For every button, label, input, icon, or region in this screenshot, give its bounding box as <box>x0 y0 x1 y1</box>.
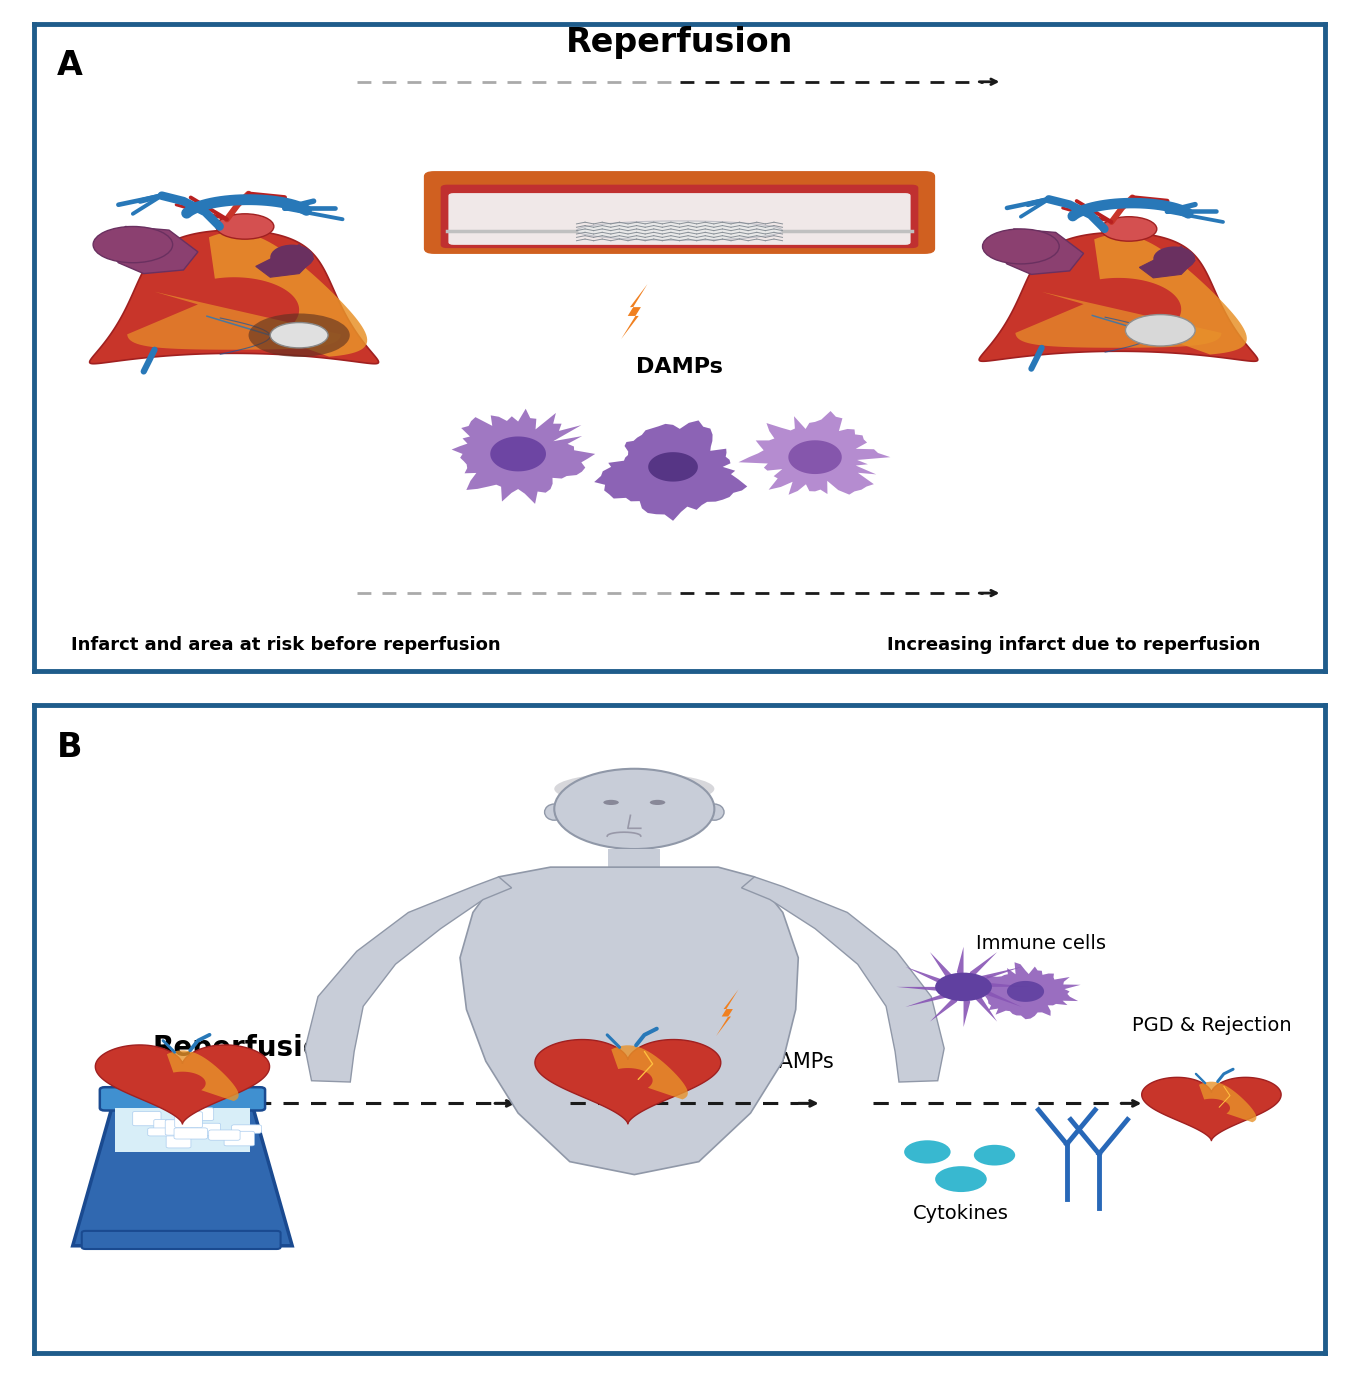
Ellipse shape <box>216 214 275 239</box>
Polygon shape <box>1199 1082 1257 1122</box>
Polygon shape <box>167 1050 239 1101</box>
Ellipse shape <box>1125 314 1195 346</box>
Ellipse shape <box>650 799 666 805</box>
FancyBboxPatch shape <box>440 185 919 248</box>
FancyBboxPatch shape <box>209 1130 241 1140</box>
FancyBboxPatch shape <box>166 1120 192 1135</box>
Polygon shape <box>964 987 1022 1007</box>
Ellipse shape <box>705 804 724 820</box>
Polygon shape <box>648 452 699 481</box>
Text: B: B <box>57 732 83 765</box>
FancyBboxPatch shape <box>174 1129 208 1140</box>
Polygon shape <box>621 284 647 339</box>
Polygon shape <box>576 221 783 241</box>
Polygon shape <box>964 983 1030 987</box>
Polygon shape <box>905 967 964 987</box>
FancyBboxPatch shape <box>175 1112 202 1127</box>
FancyBboxPatch shape <box>133 1112 160 1126</box>
Ellipse shape <box>554 773 715 805</box>
Polygon shape <box>95 1046 269 1124</box>
Ellipse shape <box>270 245 314 270</box>
Text: Increasing infarct due to reperfusion: Increasing infarct due to reperfusion <box>886 636 1260 654</box>
Polygon shape <box>978 232 1258 361</box>
Polygon shape <box>128 292 341 350</box>
Text: PGD & Rejection: PGD & Rejection <box>1132 1017 1291 1036</box>
Text: DAMPs: DAMPs <box>764 1051 834 1072</box>
Polygon shape <box>451 409 595 503</box>
Ellipse shape <box>1101 217 1157 241</box>
Polygon shape <box>609 849 660 874</box>
Polygon shape <box>716 989 738 1036</box>
Polygon shape <box>964 987 998 1022</box>
Polygon shape <box>964 987 970 1028</box>
Text: DAMPs: DAMPs <box>636 357 723 376</box>
Polygon shape <box>209 232 367 357</box>
Text: Reperfusion: Reperfusion <box>152 1034 342 1062</box>
Polygon shape <box>459 867 798 1174</box>
Polygon shape <box>103 227 198 274</box>
Circle shape <box>554 769 715 849</box>
Polygon shape <box>304 877 511 1082</box>
Circle shape <box>935 972 992 1001</box>
Text: Immune cells: Immune cells <box>976 934 1106 953</box>
Polygon shape <box>897 987 964 990</box>
Polygon shape <box>1015 292 1222 347</box>
FancyBboxPatch shape <box>148 1129 188 1135</box>
Ellipse shape <box>983 230 1059 264</box>
Polygon shape <box>90 230 379 364</box>
FancyBboxPatch shape <box>82 1231 280 1249</box>
FancyBboxPatch shape <box>231 1124 261 1133</box>
Polygon shape <box>993 230 1083 274</box>
Text: Infarct and area at risk before reperfusion: Infarct and area at risk before reperfus… <box>71 636 500 654</box>
Ellipse shape <box>270 322 328 349</box>
Text: Cytokines: Cytokines <box>913 1203 1008 1223</box>
Polygon shape <box>930 987 964 1022</box>
Ellipse shape <box>1154 246 1195 271</box>
Polygon shape <box>255 245 314 277</box>
Polygon shape <box>742 877 945 1082</box>
Polygon shape <box>964 952 998 987</box>
FancyBboxPatch shape <box>154 1119 188 1134</box>
Ellipse shape <box>545 804 564 820</box>
Polygon shape <box>957 947 964 987</box>
Text: Reperfusion: Reperfusion <box>565 26 794 59</box>
Ellipse shape <box>94 227 173 263</box>
FancyBboxPatch shape <box>99 1087 265 1111</box>
Polygon shape <box>594 420 747 521</box>
Circle shape <box>904 1140 950 1163</box>
Ellipse shape <box>603 799 618 805</box>
FancyBboxPatch shape <box>448 194 911 245</box>
FancyBboxPatch shape <box>190 1108 213 1120</box>
FancyBboxPatch shape <box>166 1131 190 1148</box>
Polygon shape <box>612 1046 688 1099</box>
FancyBboxPatch shape <box>424 171 935 254</box>
Polygon shape <box>1142 1077 1282 1141</box>
Polygon shape <box>788 440 841 474</box>
Polygon shape <box>738 411 890 495</box>
Polygon shape <box>491 437 546 472</box>
Circle shape <box>974 1145 1015 1166</box>
Polygon shape <box>1007 981 1044 1001</box>
Polygon shape <box>1139 246 1195 278</box>
Circle shape <box>935 1166 987 1192</box>
Ellipse shape <box>249 314 349 357</box>
Polygon shape <box>964 967 1022 987</box>
Polygon shape <box>535 1040 720 1124</box>
FancyBboxPatch shape <box>224 1131 254 1147</box>
Text: A: A <box>57 50 83 83</box>
Polygon shape <box>1094 234 1246 354</box>
FancyBboxPatch shape <box>198 1123 220 1135</box>
Polygon shape <box>980 963 1080 1019</box>
Polygon shape <box>116 1108 250 1152</box>
Polygon shape <box>73 1099 292 1246</box>
Polygon shape <box>905 987 964 1007</box>
Polygon shape <box>930 952 964 987</box>
